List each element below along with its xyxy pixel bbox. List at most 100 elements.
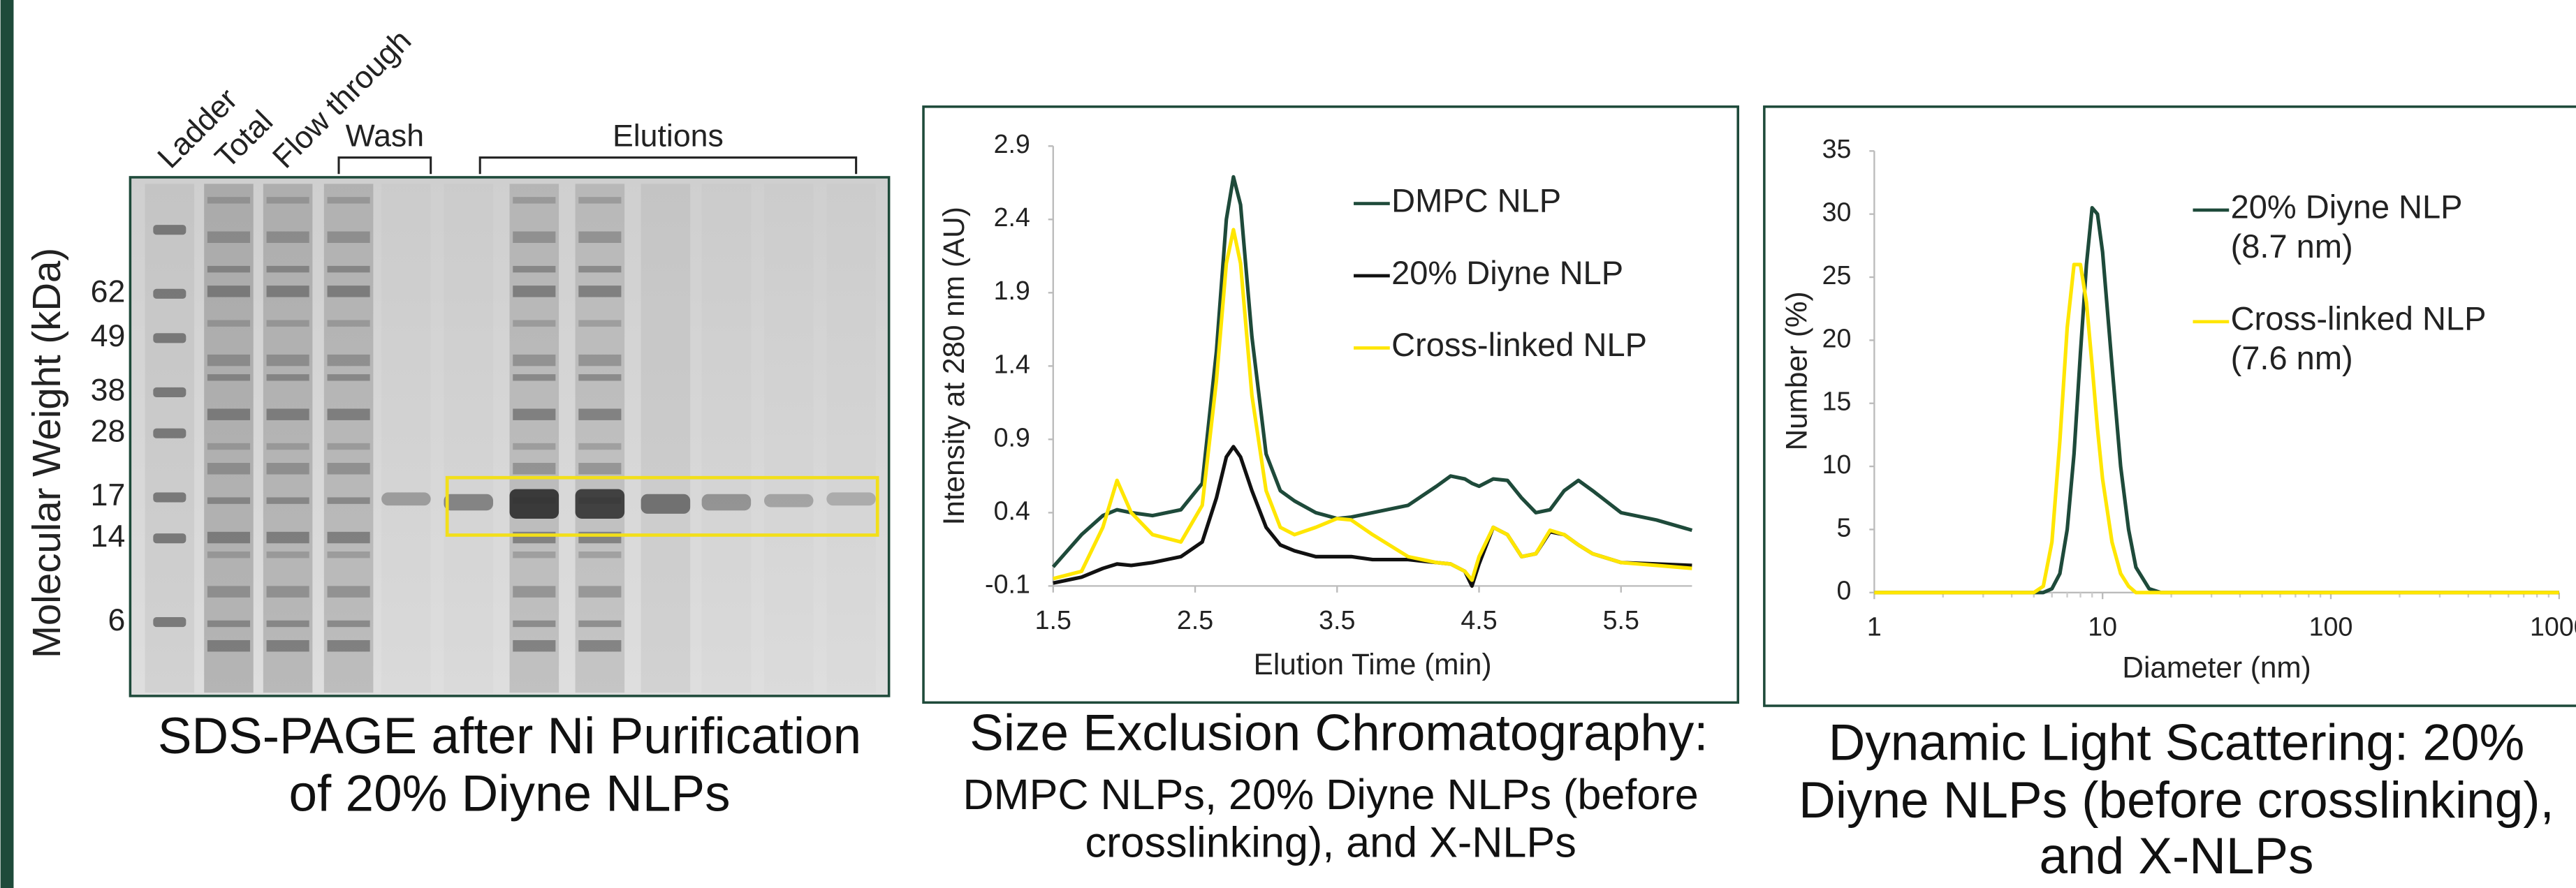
gel-band xyxy=(207,197,251,204)
gel-band xyxy=(513,231,556,243)
gel-band xyxy=(207,408,251,420)
gel-lane xyxy=(263,184,313,693)
gel-band xyxy=(266,374,309,381)
elution-band xyxy=(575,489,625,519)
sec-subtitle-box: DMPC NLPs, 20% Diyne NLPs (before crossl… xyxy=(963,771,1699,867)
ladder-band xyxy=(153,428,186,438)
ladder-band xyxy=(153,492,186,503)
legend-label: Cross-linked NLP xyxy=(1391,328,1647,364)
series-line xyxy=(1053,228,1692,582)
marker-label: 28 xyxy=(91,415,126,449)
gel-lane xyxy=(509,184,559,693)
gel-band xyxy=(513,374,556,381)
y-tick-label: 0.9 xyxy=(994,422,1030,452)
elution-band xyxy=(444,494,494,511)
ladder-band xyxy=(153,333,186,343)
gel-band xyxy=(327,586,370,598)
gel-band xyxy=(266,265,309,273)
gel-band xyxy=(266,443,309,450)
gel-lane xyxy=(641,184,691,693)
gel-band xyxy=(327,354,370,367)
x-tick-label: 1 xyxy=(1867,612,1882,641)
series-line xyxy=(1874,262,2559,595)
group-bracket xyxy=(478,156,858,175)
sec-subtitle: DMPC NLPs, 20% Diyne NLPs (before crossl… xyxy=(963,771,1699,867)
gel-band xyxy=(207,620,251,628)
y-tick-label: 1.9 xyxy=(994,276,1030,305)
gel-band xyxy=(327,374,370,381)
x-tick-label: 5.5 xyxy=(1603,605,1639,635)
dls-title: Dynamic Light Scattering: 20% Diyne NLPs… xyxy=(1799,716,2554,886)
gel-band xyxy=(578,639,622,652)
ladder-band xyxy=(153,617,186,628)
gel-band xyxy=(513,552,556,558)
elution-band xyxy=(763,494,814,508)
gel-band xyxy=(207,320,251,327)
gel-band xyxy=(578,443,622,450)
gel-band xyxy=(207,552,251,558)
dls-title-box: Dynamic Light Scattering: 20% Diyne NLPs… xyxy=(1799,716,2554,886)
gel-band xyxy=(266,231,309,243)
gel-band xyxy=(207,354,251,367)
legend-entry: DMPC NLP xyxy=(1391,184,1562,221)
y-tick-label: 30 xyxy=(1822,198,1852,227)
gel-band xyxy=(327,620,370,628)
gel-band xyxy=(207,265,251,273)
gel-band xyxy=(207,443,251,450)
gel-band xyxy=(578,463,622,475)
group-label: Elutions xyxy=(613,119,724,153)
sec-frame xyxy=(922,105,1739,704)
gel-band xyxy=(513,265,556,273)
gel-band xyxy=(578,374,622,381)
y-axis-label: Intensity at 280 nm (AU) xyxy=(937,207,970,525)
ladder-band xyxy=(153,225,186,235)
marker-label: 62 xyxy=(91,275,126,309)
gel-band xyxy=(266,620,309,628)
sec-title: Size Exclusion Chromatography: xyxy=(969,706,1708,762)
x-tick-label: 100 xyxy=(2309,612,2353,641)
legend-label: 20% Diyne NLP xyxy=(1391,256,1624,293)
gel-band xyxy=(207,586,251,598)
elution-band xyxy=(641,494,691,514)
y-tick-label: 20 xyxy=(1822,323,1852,353)
gel-band xyxy=(513,197,556,204)
gel-band xyxy=(513,463,556,475)
x-axis-label: Elution Time (min) xyxy=(1254,648,1492,681)
gel-band xyxy=(207,531,251,544)
gel-image xyxy=(129,176,891,697)
gel-lane xyxy=(444,184,493,693)
y-tick-label: 15 xyxy=(1822,387,1852,416)
gel-lane xyxy=(204,184,254,693)
legend-label: DMPC NLP xyxy=(1391,184,1562,221)
poster-border xyxy=(0,0,14,888)
gel-band xyxy=(266,531,309,544)
gel-lane xyxy=(575,184,625,693)
gel-band xyxy=(327,639,370,652)
y-tick-label: 5 xyxy=(1837,512,1852,542)
gel-band xyxy=(327,552,370,558)
elution-band xyxy=(701,494,752,511)
dls-frame xyxy=(1763,105,2576,707)
gel-band xyxy=(327,197,370,204)
y-tick-label: 35 xyxy=(1822,134,1852,163)
y-axis-label: Number (%) xyxy=(1780,291,1813,450)
gel-band xyxy=(578,354,622,367)
gel-band xyxy=(327,265,370,273)
gel-band xyxy=(327,320,370,327)
gel-band xyxy=(207,497,251,504)
ladder-band xyxy=(153,288,186,299)
gel-lane xyxy=(381,184,431,693)
y-tick-label: 25 xyxy=(1822,260,1852,290)
y-tick-label: 1.4 xyxy=(994,349,1030,378)
gel-band xyxy=(207,639,251,652)
x-tick-label: 1.5 xyxy=(1035,605,1071,635)
ladder-band xyxy=(153,387,186,397)
x-tick-label: 2.5 xyxy=(1177,605,1213,635)
x-axis-label: Diameter (nm) xyxy=(2122,651,2311,683)
y-tick-label: 0 xyxy=(1837,576,1852,605)
y-tick-label: -0.1 xyxy=(985,569,1030,598)
gel-band xyxy=(513,443,556,450)
gel-band xyxy=(578,408,622,420)
group-bracket xyxy=(337,156,432,175)
gel-band xyxy=(513,408,556,420)
